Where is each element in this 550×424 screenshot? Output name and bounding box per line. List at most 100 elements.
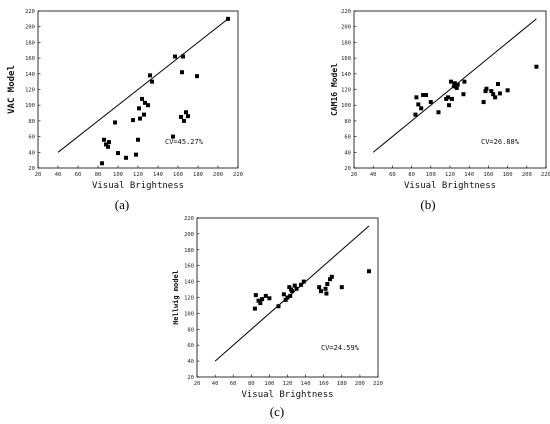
panel-b-x-tick-label: 220: [541, 172, 550, 178]
panel-b-data-point: [454, 85, 459, 90]
panel-a-y-tick-label: 120: [25, 88, 35, 94]
panel-a-data-point: [107, 140, 111, 145]
panel-b-data-point: [461, 92, 466, 97]
panel-a-data-point: [182, 118, 186, 123]
panel-b-data-point: [452, 81, 457, 86]
panel-c-data-point: [339, 285, 344, 290]
panel-c-x-tick-label: 120: [283, 381, 293, 387]
panel-a-y-tick-label: 100: [25, 103, 35, 109]
panel-c-x-tick-label: 40: [212, 381, 219, 387]
panel-b-x-tick-label: 100: [426, 172, 436, 178]
panel-c-x-tick-label: 180: [337, 381, 347, 387]
panel-b-y-tick-label: 220: [341, 9, 351, 15]
panel-a-data-point: [140, 96, 144, 101]
panel-b-data-point: [413, 112, 418, 117]
panel-b-data-point: [455, 82, 460, 87]
panel-a-data-point: [171, 134, 175, 139]
panel-a-y-axis-label: VAC Model: [7, 65, 17, 114]
panel-c-data-point: [299, 282, 304, 287]
panel-b-x-axis-label: Visual Brightness: [404, 181, 496, 191]
panel-c-y-tick-label: 80: [187, 327, 194, 333]
panel-a-data-point: [226, 16, 230, 21]
panel-b-data-point: [419, 106, 424, 111]
panel-a-y-tick-label: 220: [25, 9, 35, 15]
panel-c-y-axis-label: Hellwig model: [172, 270, 180, 325]
panel-c-y-tick-label: 160: [184, 264, 194, 270]
panel-c-data-point: [256, 298, 261, 303]
panel-b-data-point: [428, 100, 433, 105]
panel-b-data-point: [414, 95, 419, 100]
panel-b-y-tick-label: 20: [344, 166, 351, 172]
panel-c-y-tick-label: 40: [187, 359, 194, 365]
panel-a-data-point: [173, 54, 177, 59]
panel-b-data-point: [451, 84, 456, 89]
panel-a-data-point: [150, 79, 154, 84]
panel-b-y-tick-label: 100: [341, 103, 351, 109]
panel-c-reference-line: [214, 225, 370, 362]
panel-b-data-point: [483, 89, 488, 94]
panel-c-x-tick-label: 80: [248, 381, 255, 387]
panel-b-data-point: [462, 79, 467, 84]
panel-c-data-point: [292, 283, 297, 288]
panel-c-data-point: [287, 285, 292, 290]
panel-b-x-tick-label: 140: [464, 172, 474, 178]
panel-a-scatter-vac: 20 40 60 80 100 120 140 160 180 200 220 20 40 60 80 100…: [7, 9, 243, 212]
panel-c-y-tick-label: 120: [184, 296, 194, 302]
panel-b-data-point: [534, 64, 539, 69]
panel-a-y-tick-label: 40: [28, 150, 35, 156]
panel-b-panel-label: (b): [420, 197, 435, 212]
panel-c-data-point: [288, 293, 293, 298]
panel-b-data-point: [424, 92, 428, 97]
panel-b-data-point: [421, 92, 426, 97]
panel-b-data-point: [489, 89, 494, 94]
panel-c-data-point: [283, 297, 288, 302]
panel-b-y-tick-label: 140: [341, 72, 351, 78]
panel-c-x-tick-label: 100: [264, 381, 274, 387]
panel-a-x-tick-label: 180: [193, 172, 203, 178]
panel-c-scatter-hellwig: 20 40 60 80 100 120 140 160 180 200 220 20 40 60 80 100…: [172, 216, 383, 419]
panel-b-y-tick-label: 80: [344, 119, 351, 125]
panel-a-data-point: [143, 100, 147, 105]
panel-a-data-point: [124, 155, 128, 160]
panel-b-x-tick-label: 40: [370, 172, 377, 178]
panel-c-data-point: [301, 279, 306, 284]
panel-a-data-point: [106, 144, 110, 149]
panel-b-x-tick-label: 60: [389, 172, 396, 178]
panel-c-data-point: [323, 286, 328, 291]
panel-b-y-tick-label: 160: [341, 56, 351, 62]
panel-b-data-point: [447, 103, 452, 108]
panel-c-y-tick-label: 180: [184, 248, 194, 254]
panel-a-data-point: [131, 118, 135, 123]
panel-b-data-point: [436, 110, 441, 115]
panel-b-data-point: [493, 95, 498, 100]
panel-c-panel-label: (c): [270, 404, 284, 419]
panel-a-y-tick-label: 20: [28, 166, 35, 172]
panel-c-data-point: [252, 306, 257, 311]
panel-b-y-tick-label: 180: [341, 40, 351, 46]
panel-b-data-point: [446, 95, 451, 100]
panel-a-x-tick-label: 160: [173, 172, 183, 178]
panel-c-data-point: [276, 304, 281, 309]
panel-a-data-point: [180, 70, 184, 75]
panel-a-y-tick-label: 180: [25, 40, 35, 46]
panel-a-x-tick-label: 220: [233, 172, 243, 178]
panel-c-data-point: [285, 295, 290, 300]
panel-b-x-tick-label: 20: [351, 172, 358, 178]
panel-c-y-tick-label: 20: [187, 375, 194, 381]
panel-b-data-point: [481, 100, 486, 105]
panel-b-x-tick-label: 80: [408, 172, 415, 178]
panel-a-data-point: [148, 73, 152, 78]
panel-c-data-point: [281, 292, 286, 297]
panel-a-x-tick-label: 100: [113, 172, 123, 178]
panel-b-data-point: [497, 91, 502, 96]
panel-a-x-tick-label: 40: [55, 172, 62, 178]
panel-b-y-tick-label: 200: [341, 25, 351, 31]
panel-c-data-point: [258, 301, 263, 306]
panel-a-x-tick-label: 120: [133, 172, 143, 178]
panel-b-scatter-cam16: 20 40 60 80 100 120 140 160 180 200 220 20 40 60 80 100…: [330, 9, 550, 212]
panel-b-x-tick-label: 160: [483, 172, 493, 178]
panel-c-y-tick-label: 100: [184, 311, 194, 317]
panel-a-y-tick-label: 160: [25, 56, 35, 62]
panel-b-y-tick-label: 120: [341, 88, 351, 94]
